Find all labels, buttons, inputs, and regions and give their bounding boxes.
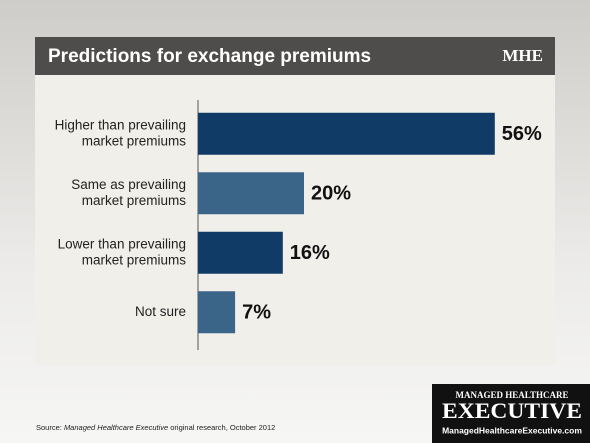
- value-label: 56%: [502, 123, 542, 145]
- category-label: market premiums: [82, 252, 187, 267]
- category-label: market premiums: [82, 193, 187, 208]
- header-bar: [35, 37, 555, 75]
- category-label: Not sure: [135, 304, 186, 319]
- bar: [198, 172, 304, 215]
- source-italic: Managed Healthcare Executive: [64, 423, 168, 432]
- value-label: 16%: [290, 242, 330, 264]
- logo-line1: MANAGED HEALTHCARE: [456, 390, 569, 400]
- source-prefix: Source:: [36, 423, 64, 432]
- value-label: 7%: [242, 302, 271, 324]
- bar: [198, 231, 283, 274]
- source-suffix: original research, October 2012: [168, 423, 275, 432]
- source: Source: Managed Healthcare Executive ori…: [36, 423, 275, 432]
- logo-box: [432, 384, 590, 443]
- category-label: Higher than prevailing: [55, 117, 186, 132]
- logo-url: ManagedHealthcareExecutive.com: [442, 425, 582, 435]
- value-label: 20%: [311, 183, 351, 205]
- category-label: Lower than prevailing: [58, 236, 186, 251]
- chart-title: Predictions for exchange premiums: [48, 46, 371, 67]
- category-label: market premiums: [82, 133, 187, 148]
- badge: MHE: [502, 46, 543, 65]
- logo-line2: EXECUTIVE: [442, 398, 582, 423]
- bar: [198, 112, 495, 155]
- category-label: Same as prevailing: [71, 177, 186, 192]
- bar: [198, 291, 236, 334]
